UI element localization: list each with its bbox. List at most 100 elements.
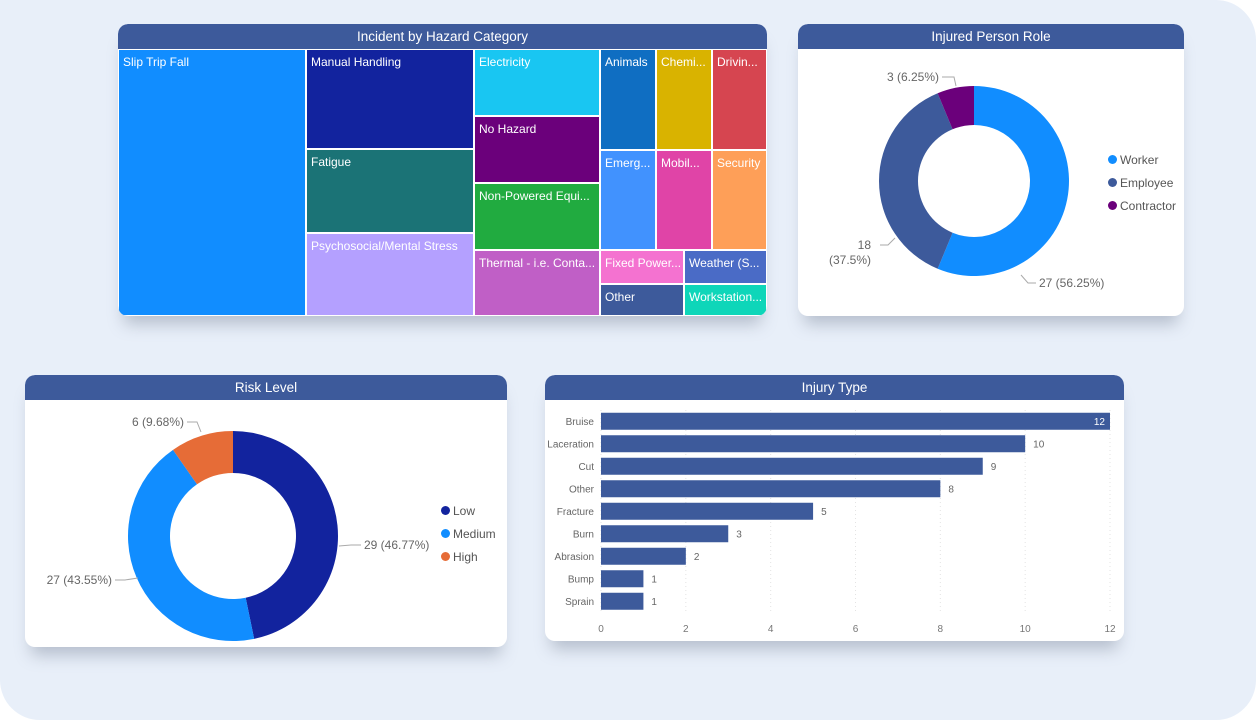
x-tick-label: 6 [853,624,859,635]
injury-bar-title: Injury Type [545,375,1124,400]
bar-value-label: 10 [1033,439,1045,450]
legend-dot-icon [441,552,450,561]
donut-slice-worker[interactable] [937,86,1069,276]
injury-bar-card: Injury Type 0 2 4 6 8 10 12 Bruise 12 Laceration 1… [545,375,1124,641]
legend-item-contractor[interactable]: Contractor [1108,194,1176,217]
legend-label: Low [453,503,476,518]
bar-value-label: 9 [991,462,997,473]
legend-dot-icon [1108,178,1117,187]
bar-laceration[interactable] [601,435,1026,453]
bar-abrasion[interactable] [601,547,686,565]
category-label: Bruise [566,417,595,428]
legend-item-worker[interactable]: Worker [1108,148,1176,171]
treemap-tile[interactable]: Thermal - i.e. Conta... [474,250,600,316]
legend-label: High [453,549,478,564]
risk-donut-card: Risk Level 29 (46.77%) 27 (43.55%) 6 (9.68… [25,375,507,647]
donut-slice-contractor[interactable] [937,86,974,130]
treemap-tile[interactable]: Workstation... [684,284,767,316]
treemap-tile[interactable]: Other [600,284,684,316]
leader-line [338,544,361,547]
data-label: 6 (9.68%) [132,415,184,429]
bar-value-label: 12 [1094,417,1106,428]
category-label: Cut [578,462,594,473]
treemap-tile[interactable]: Slip Trip Fall [118,49,306,316]
legend-dot-icon [441,506,450,515]
category-label: Laceration [547,439,594,450]
legend-item-employee[interactable]: Employee [1108,171,1176,194]
leader-line [115,577,139,581]
donut-slice-medium[interactable] [127,449,255,641]
data-label: (37.5%) [829,253,871,267]
legend-label: Contractor [1120,198,1177,213]
hazard-treemap-card: Incident by Hazard Category Slip Trip Fa… [118,24,767,316]
leader-line [187,421,202,433]
treemap-tile[interactable]: Chemi... [656,49,712,150]
bar-sprain[interactable] [601,592,644,610]
role-donut-chart: 27 (56.25%) 18(37.5%) 3 (6.25%) [829,70,1104,290]
treemap-tile[interactable]: Psychosocial/Mental Stress [306,233,474,316]
treemap-tile[interactable]: Animals [600,49,656,150]
category-label: Sprain [565,597,594,608]
x-tick-label: 0 [598,624,604,635]
treemap-tile[interactable]: Fixed Power... [600,250,684,284]
bar-value-label: 1 [651,597,657,608]
bar-burn[interactable] [601,525,729,543]
donut-slice-high[interactable] [173,431,233,485]
category-label: Other [569,484,595,495]
treemap-tile[interactable]: Security [712,150,767,250]
legend-label: Medium [453,526,496,541]
bar-value-label: 1 [651,574,657,585]
x-tick-label: 10 [1020,624,1032,635]
x-tick-label: 12 [1104,624,1116,635]
leader-line [1020,274,1036,284]
bar-fracture[interactable] [601,502,814,520]
legend-label: Employee [1120,175,1174,190]
treemap-tile[interactable]: Manual Handling [306,49,474,149]
bar-bump[interactable] [601,570,644,588]
x-tick-label: 4 [768,624,774,635]
risk-donut-title: Risk Level [25,375,507,400]
hazard-treemap-title: Incident by Hazard Category [118,24,767,49]
hazard-treemap: Slip Trip Fall Manual Handling Fatigue Psyc… [118,49,767,316]
data-label: 3 (6.25%) [887,70,939,84]
leader-line [880,237,896,246]
treemap-tile[interactable]: No Hazard [474,116,600,183]
bar-bruise[interactable] [601,412,1110,430]
treemap-tile[interactable]: Weather (S... [684,250,767,284]
donut-slice-employee[interactable] [879,93,953,269]
bar-cut[interactable] [601,457,983,475]
treemap-tile[interactable]: Fatigue [306,149,474,233]
legend-label: Worker [1120,152,1159,167]
treemap-tile[interactable]: Non-Powered Equi... [474,183,600,250]
bar-value-label: 5 [821,507,827,518]
data-label: 18 [858,238,872,252]
treemap-tile[interactable]: Drivin... [712,49,767,150]
role-donut-title: Injured Person Role [798,24,1184,49]
category-label: Bump [568,574,595,585]
donut-slice-low[interactable] [233,431,338,639]
legend-item-high[interactable]: High [441,545,496,568]
risk-donut-chart: 29 (46.77%) 27 (43.55%) 6 (9.68%) [47,415,429,641]
bar-value-label: 8 [948,484,954,495]
treemap-tile[interactable]: Electricity [474,49,600,116]
treemap-tile[interactable]: Mobil... [656,150,712,250]
x-tick-label: 8 [938,624,944,635]
legend-item-low[interactable]: Low [441,499,496,522]
data-label: 27 (56.25%) [1039,276,1104,290]
category-label: Burn [573,529,594,540]
legend-item-medium[interactable]: Medium [441,522,496,545]
x-tick-label: 2 [683,624,689,635]
legend-dot-icon [1108,155,1117,164]
leader-line [942,76,957,87]
bar-other[interactable] [601,480,941,498]
bar-value-label: 2 [694,552,700,563]
data-label: 29 (46.77%) [364,538,429,552]
treemap-tile[interactable]: Emerg... [600,150,656,250]
role-donut-card: Injured Person Role 27 (56.25%) 18 (37.5%)… [798,24,1184,316]
category-label: Fracture [557,507,595,518]
bar-value-label: 3 [736,529,742,540]
risk-legend: Low Medium High [441,499,496,568]
legend-dot-icon [441,529,450,538]
